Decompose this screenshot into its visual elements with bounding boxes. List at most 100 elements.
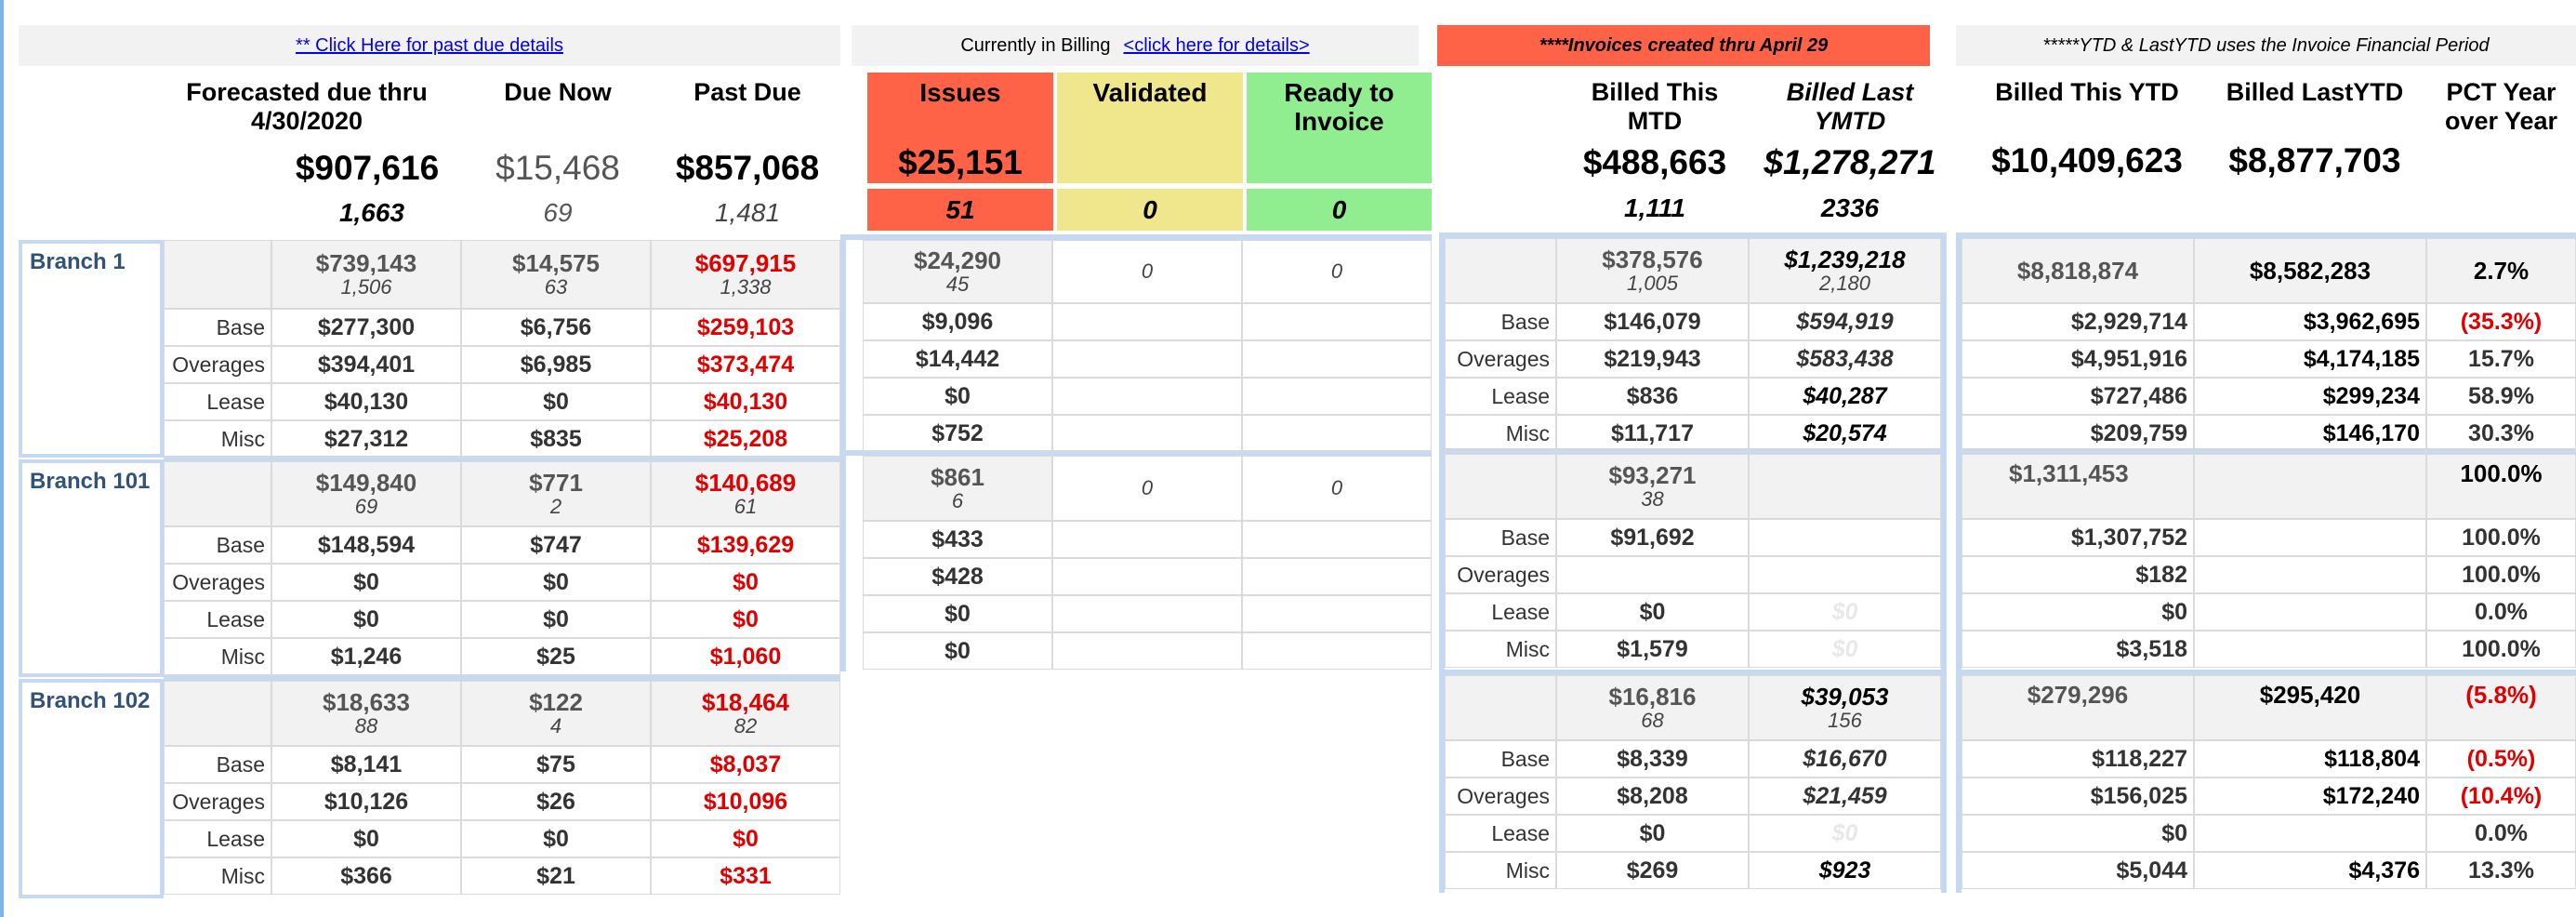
table-cell: $8,818,874 xyxy=(1962,238,2194,303)
table-cell xyxy=(1052,303,1242,340)
separator-left-1 xyxy=(164,456,840,461)
table-cell: $40,130 xyxy=(271,383,461,420)
table-cell: $0 xyxy=(863,632,1052,670)
count-billed-mtd: 1,111 xyxy=(1624,193,1685,222)
table-cell: $1,060 xyxy=(651,638,840,675)
table-cell: (35.3%) xyxy=(2426,303,2576,340)
category-label: Overages xyxy=(164,346,271,383)
left-grid-101: $149,840 69 $771 2 $140,689 61 Base $148,59… xyxy=(164,461,840,675)
table-cell: $209,759 xyxy=(1962,415,2194,452)
count-due-now: 69 xyxy=(543,198,573,227)
table-cell: $697,915 1,338 xyxy=(651,240,840,309)
header-billed-ytd: Billed This YTD xyxy=(1995,78,2179,106)
table-cell: $1,307,752 xyxy=(1962,519,2194,556)
table-cell: $295,420 xyxy=(2194,675,2426,740)
table-cell xyxy=(2194,631,2426,668)
category-label: Lease xyxy=(1445,815,1556,852)
branch-label-1[interactable]: Branch 1 xyxy=(19,240,164,458)
total-issues: $25,151 xyxy=(898,143,1023,181)
table-cell: $0 xyxy=(1556,593,1749,631)
branch-label-102[interactable]: Branch 102 xyxy=(19,679,164,898)
table-cell: $25 xyxy=(461,638,651,675)
table-cell: $433 xyxy=(863,521,1052,558)
left-edge-bar xyxy=(0,0,4,917)
table-cell xyxy=(2194,815,2426,852)
branch-label-101[interactable]: Branch 101 xyxy=(19,459,164,677)
category-label: Lease xyxy=(1445,593,1556,631)
mtd-label-spacer xyxy=(1445,675,1556,740)
table-cell xyxy=(1749,556,1941,593)
table-cell: 100.0% xyxy=(2426,631,2576,668)
count-validated-cell: 0 xyxy=(1057,189,1243,231)
table-cell: $146,170 xyxy=(2194,415,2426,452)
separator-mtd-right xyxy=(1941,233,1947,893)
mtd-grid-1: $378,576 1,005 $1,239,218 2,180 Base $146,… xyxy=(1445,238,1941,452)
table-cell: $1,239,218 2,180 xyxy=(1749,238,1941,303)
table-cell xyxy=(1749,519,1941,556)
table-cell: $0 xyxy=(1556,815,1749,852)
table-cell: $0 xyxy=(271,601,461,638)
category-label: Overages xyxy=(164,564,271,601)
table-cell xyxy=(1242,521,1432,558)
ready-header-cell[interactable]: Ready to Invoice xyxy=(1247,73,1432,183)
table-cell: $771 2 xyxy=(461,461,651,526)
table-cell: $219,943 xyxy=(1556,340,1749,378)
table-cell: $1,311,453 xyxy=(1962,454,2194,519)
table-cell: $277,300 xyxy=(271,309,461,346)
table-cell: $299,234 xyxy=(2194,378,2426,415)
table-cell: 15.7% xyxy=(2426,340,2576,378)
total-past-due: $857,068 xyxy=(675,149,820,187)
category-label: Lease xyxy=(164,601,271,638)
billing-grid-1: $24,290 45 0 0 $9,096 $14,442 $0 $752 xyxy=(863,240,1432,452)
table-cell: $373,474 xyxy=(651,346,840,383)
table-cell: 0 xyxy=(1242,456,1432,521)
category-label: Base xyxy=(1445,303,1556,340)
mtd-label-spacer xyxy=(1445,454,1556,519)
table-cell: $25,208 xyxy=(651,420,840,458)
table-cell: 58.9% xyxy=(2426,378,2576,415)
category-label: Misc xyxy=(1445,631,1556,668)
table-cell: $122 4 xyxy=(461,681,651,746)
count-issues-cell: 51 xyxy=(867,189,1053,231)
ytd-grid-101: $1,311,453 100.0% $1,307,752 100.0% $182… xyxy=(1962,454,2576,668)
validated-header-cell[interactable]: Validated xyxy=(1057,73,1243,183)
separator-billing-top xyxy=(846,234,1432,240)
total-due-now: $15,468 xyxy=(495,149,620,187)
table-cell: $8,141 xyxy=(271,746,461,783)
past-due-details-link[interactable]: ** Click Here for past due details xyxy=(296,34,563,56)
category-label: Lease xyxy=(1445,378,1556,415)
table-cell xyxy=(1242,378,1432,415)
table-cell: $139,629 xyxy=(651,526,840,564)
table-cell: $378,576 1,005 xyxy=(1556,238,1749,303)
table-cell: 13.3% xyxy=(2426,852,2576,889)
header-billed-mtd: Billed This MTD xyxy=(1591,78,1719,135)
table-cell: (5.8%) xyxy=(2426,675,2576,740)
header-billed-last-ymtd: Billed Last YMTD xyxy=(1786,78,1914,135)
table-cell: $0 xyxy=(863,378,1052,415)
past-due-link-bar: ** Click Here for past due details xyxy=(19,25,840,66)
total-forecast: $907,616 xyxy=(295,149,440,187)
table-cell: $0 xyxy=(271,564,461,601)
header-past-due: Past Due xyxy=(694,78,801,106)
table-cell xyxy=(1242,632,1432,670)
table-cell: $118,804 xyxy=(2194,740,2426,777)
category-label: Overages xyxy=(1445,556,1556,593)
table-cell: $20,574 xyxy=(1749,415,1941,452)
category-label: Base xyxy=(164,309,271,346)
table-cell: $428 xyxy=(863,558,1052,595)
billing-details-link[interactable]: <click here for details> xyxy=(1123,34,1310,56)
table-cell: $747 xyxy=(461,526,651,564)
category-label: Misc xyxy=(164,420,271,458)
count-issues: 51 xyxy=(945,195,975,224)
table-cell: $172,240 xyxy=(2194,777,2426,815)
table-cell: 0.0% xyxy=(2426,815,2576,852)
table-cell: $583,438 xyxy=(1749,340,1941,378)
table-cell: $269 xyxy=(1556,852,1749,889)
table-cell xyxy=(1052,558,1242,595)
issues-header-cell[interactable]: Issues xyxy=(867,73,1053,183)
table-cell xyxy=(1052,340,1242,378)
category-label: Misc xyxy=(1445,415,1556,452)
separator-ytd-left xyxy=(1956,233,1962,893)
table-cell: $5,044 xyxy=(1962,852,2194,889)
table-cell: $16,816 68 xyxy=(1556,675,1749,740)
